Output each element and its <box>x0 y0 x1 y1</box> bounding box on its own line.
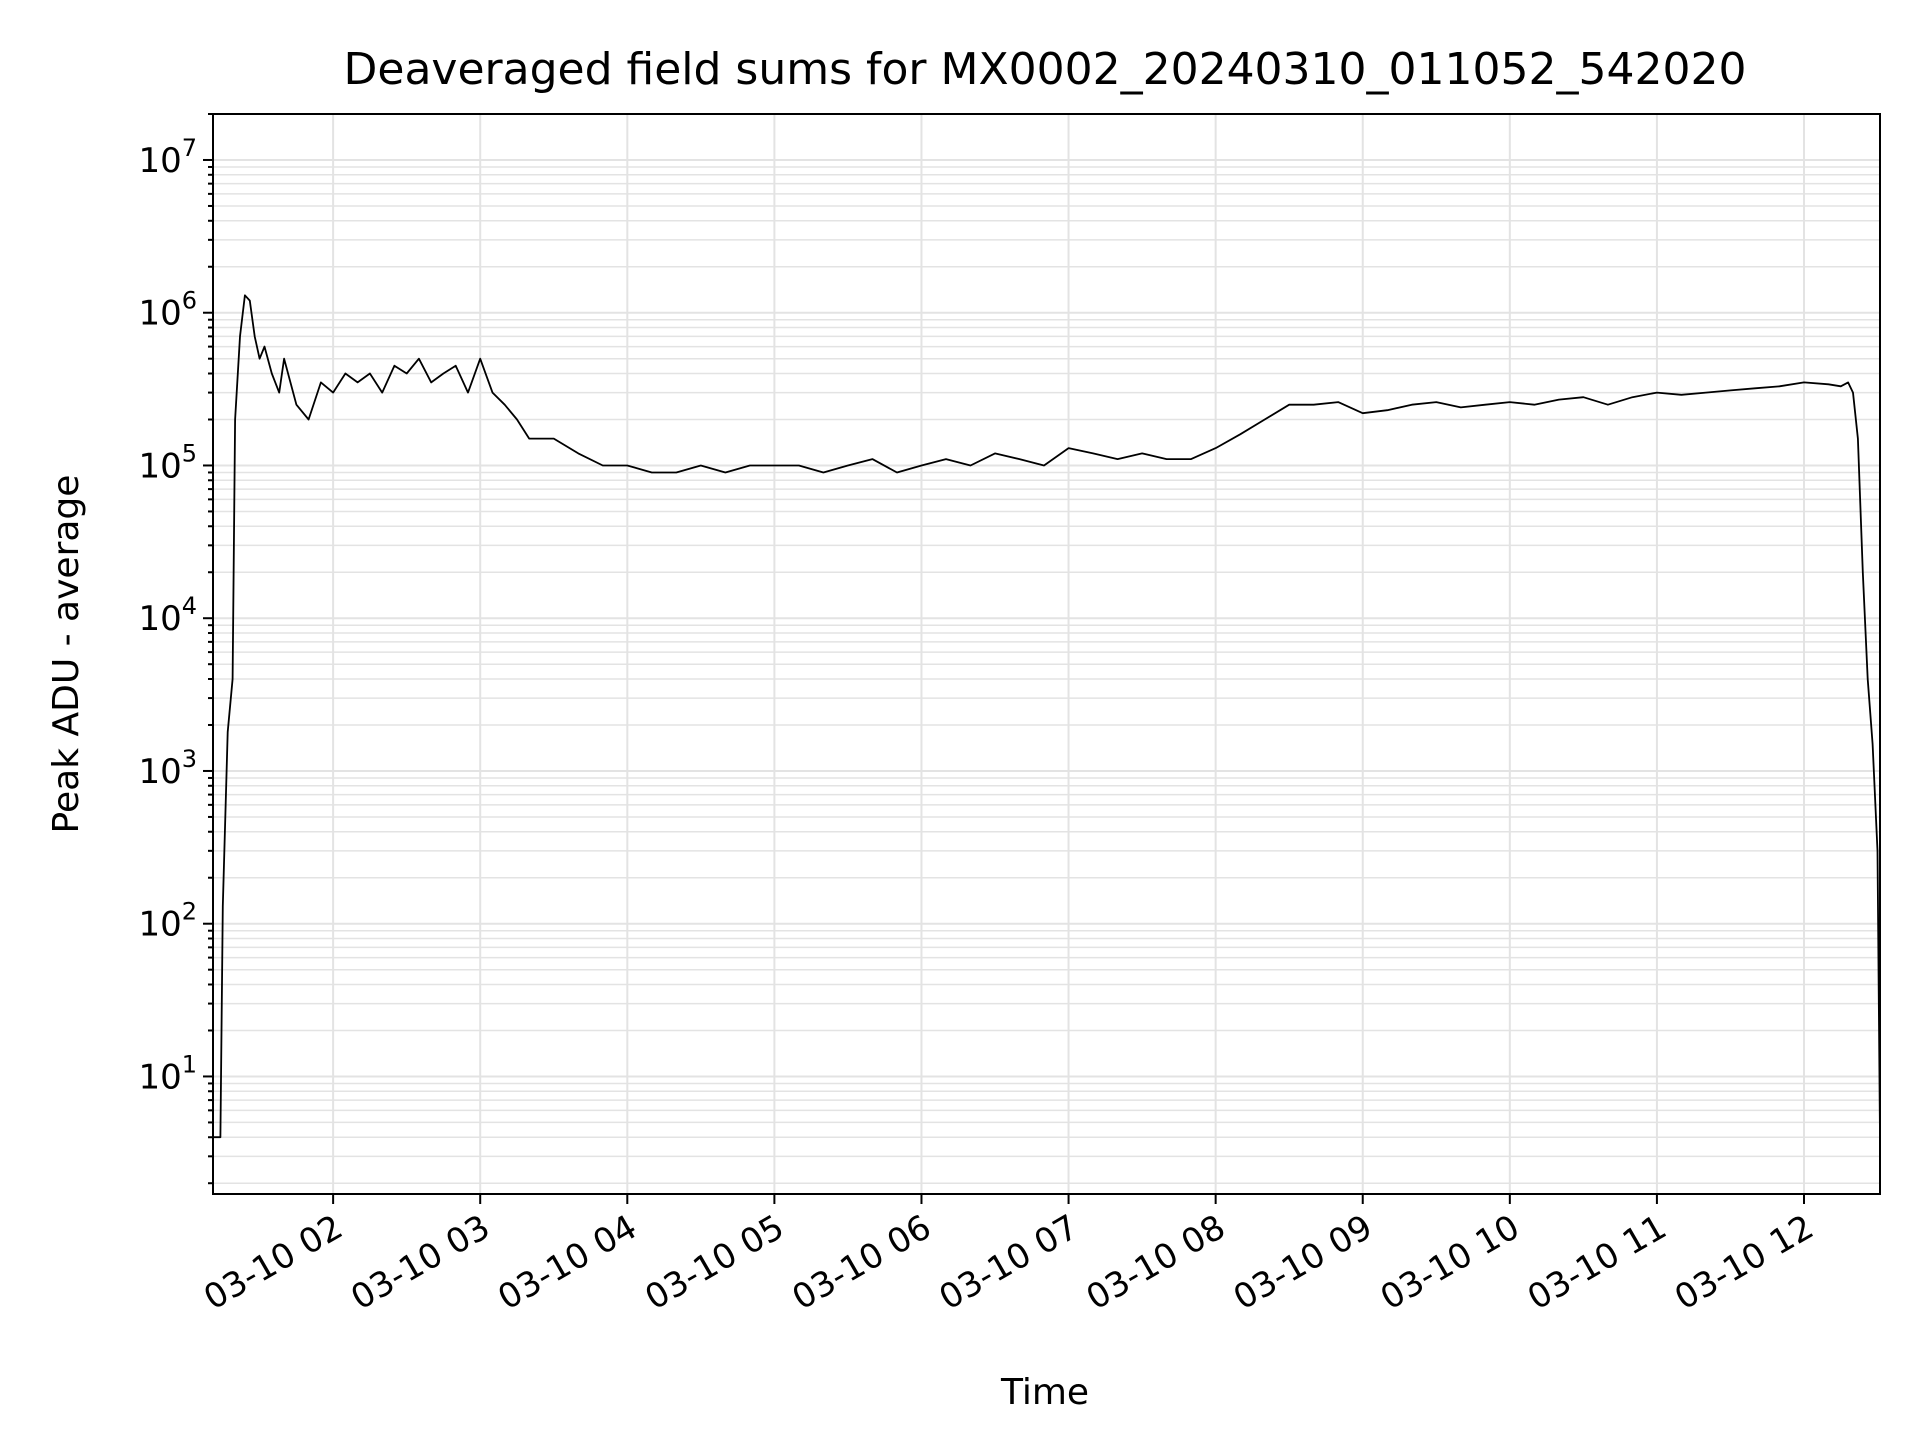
y-axis-label: Peak ADU - average <box>46 475 87 834</box>
plot-frame <box>212 113 1881 1195</box>
y-axis: 101 102 103 104 105 106 107 <box>138 113 213 1185</box>
series-layer <box>213 294 1881 1139</box>
y-tick-label: 102 <box>138 898 197 945</box>
chart-title: Deaveraged field sums for MX0002_2024031… <box>344 44 1747 95</box>
y-tick-label: 106 <box>138 287 197 334</box>
y-tick-label: 104 <box>138 592 197 639</box>
y-tick-label: 101 <box>138 1050 197 1097</box>
y-tick-label: 107 <box>138 134 197 181</box>
series-line <box>213 294 1881 1139</box>
y-tick-label: 105 <box>138 439 197 486</box>
x-axis-label: Time <box>1000 1372 1089 1413</box>
grid <box>213 113 1880 1194</box>
y-tick-label: 103 <box>138 745 197 792</box>
